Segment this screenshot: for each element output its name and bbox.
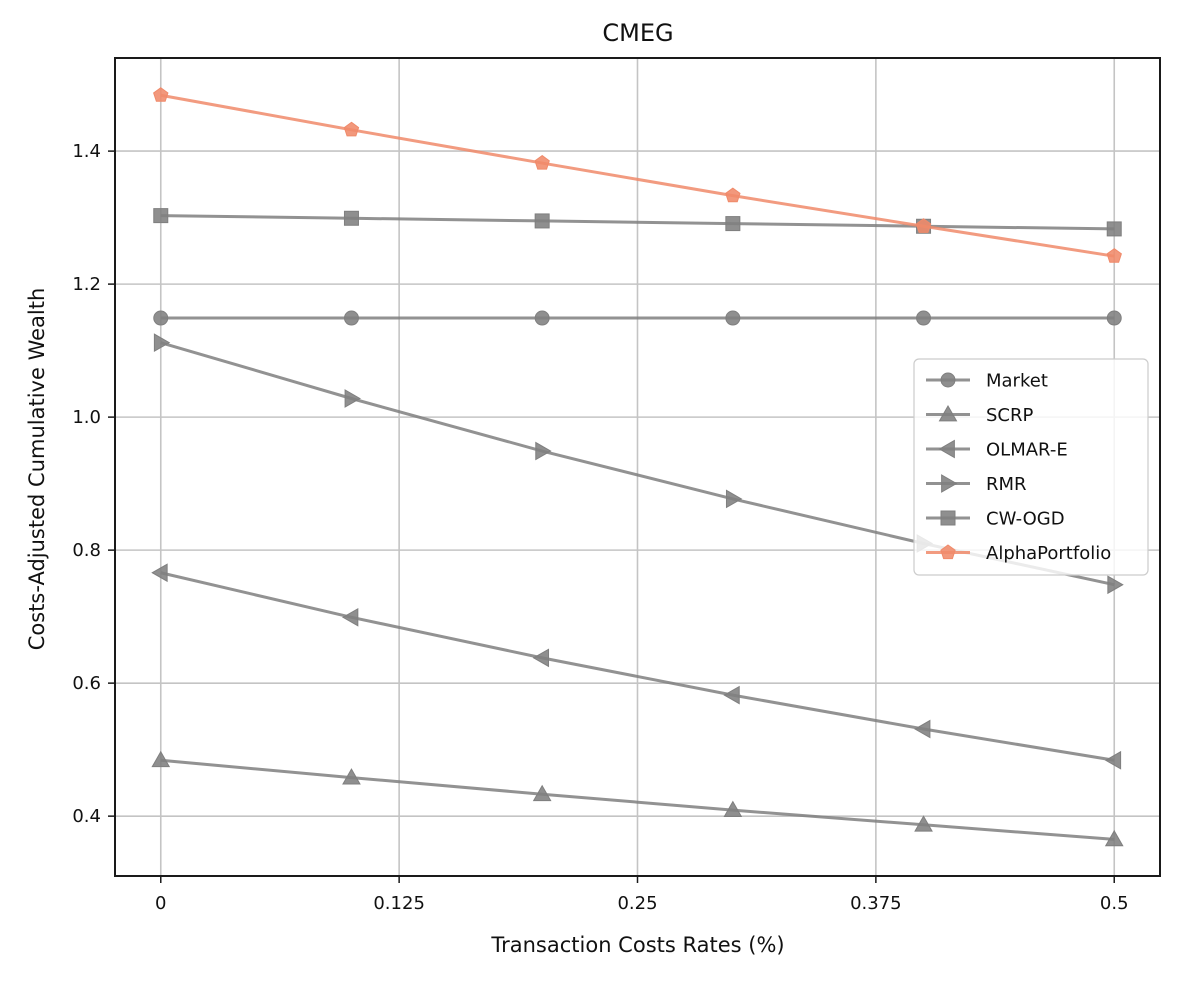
axis-ticks: 0 0.125 0.25 0.375 0.5 0.4 0.6 0.8 1.0 1.2 1.4	[72, 141, 1128, 914]
legend-item: RMR	[926, 474, 1027, 495]
legend-item: AlphaPortfolio	[926, 543, 1111, 564]
data-point	[725, 310, 741, 326]
legend-label: CW-OGD	[986, 509, 1065, 530]
x-tick-label: 0.375	[850, 893, 902, 914]
series-alphaportfolio	[153, 87, 1122, 263]
legend-item: OLMAR-E	[926, 440, 1068, 461]
series-line	[160, 93, 1115, 258]
legend-label: SCRP	[986, 405, 1034, 426]
legend-label: RMR	[986, 474, 1027, 495]
data-point	[915, 218, 932, 233]
series-market	[153, 310, 1122, 326]
y-tick-label: 0.8	[72, 540, 101, 561]
series-line	[160, 214, 1115, 231]
y-tick-label: 1.4	[72, 141, 101, 162]
data-point	[723, 685, 740, 705]
series-scrp	[151, 750, 1124, 847]
data-point	[1106, 221, 1122, 237]
data-point	[343, 310, 359, 326]
data-point	[532, 648, 550, 668]
data-point	[914, 719, 931, 739]
legend-item: Market	[926, 371, 1048, 392]
x-tick-label: 0	[155, 893, 166, 914]
y-tick-label: 0.4	[72, 806, 101, 827]
series-line	[160, 571, 1115, 762]
data-point	[153, 310, 169, 326]
data-point	[344, 389, 361, 408]
data-point	[343, 210, 359, 226]
data-point	[153, 208, 169, 224]
data-point	[343, 121, 360, 137]
legend-marker	[941, 474, 958, 493]
legend-marker	[938, 439, 955, 459]
data-point	[916, 310, 932, 326]
legend-marker	[938, 404, 958, 422]
data-point	[1106, 248, 1122, 263]
data-point	[723, 800, 743, 818]
legend-box	[913, 358, 1149, 576]
series-olmar-e	[151, 563, 1122, 770]
data-point	[534, 154, 550, 170]
data-point	[532, 784, 552, 802]
data-point	[1104, 750, 1122, 770]
data-point	[534, 213, 550, 229]
y-tick-label: 1.0	[72, 407, 101, 428]
data-point	[341, 607, 359, 627]
data-point	[1107, 575, 1124, 595]
x-tick-label: 0.25	[617, 893, 657, 914]
data-point	[1104, 829, 1124, 847]
legend-label: AlphaPortfolio	[986, 543, 1111, 564]
x-tick-label: 0.125	[373, 893, 425, 914]
legend-marker	[940, 372, 956, 388]
y-tick-label: 0.6	[72, 673, 101, 694]
plot-area	[151, 87, 1124, 847]
y-axis-label: Costs-Adjusted Cumulative Wealth	[25, 288, 49, 651]
data-point	[153, 333, 171, 352]
data-point	[342, 768, 361, 785]
legend: Market SCRP OLMAR-E RMR CW-OGD AlphaPortfolio	[913, 358, 1149, 576]
data-point	[151, 563, 168, 583]
data-point	[725, 216, 741, 232]
legend-item: CW-OGD	[926, 509, 1065, 530]
chart-title: CMEG	[602, 19, 673, 47]
legend-marker	[940, 544, 956, 560]
legend-label: OLMAR-E	[986, 440, 1068, 461]
x-axis-label: Transaction Costs Rates (%)	[490, 933, 784, 957]
y-tick-label: 1.2	[72, 274, 101, 295]
series-line	[160, 758, 1115, 841]
data-point	[151, 750, 171, 768]
x-tick-label: 0.5	[1100, 893, 1129, 914]
data-point	[725, 187, 741, 203]
data-point	[535, 441, 552, 461]
data-point	[725, 489, 743, 509]
data-point	[914, 815, 933, 832]
legend-item: SCRP	[926, 404, 1034, 426]
legend-marker	[940, 510, 956, 526]
data-point	[1106, 310, 1122, 326]
data-point	[534, 310, 550, 326]
data-point	[153, 87, 169, 102]
legend-label: Market	[986, 371, 1048, 392]
